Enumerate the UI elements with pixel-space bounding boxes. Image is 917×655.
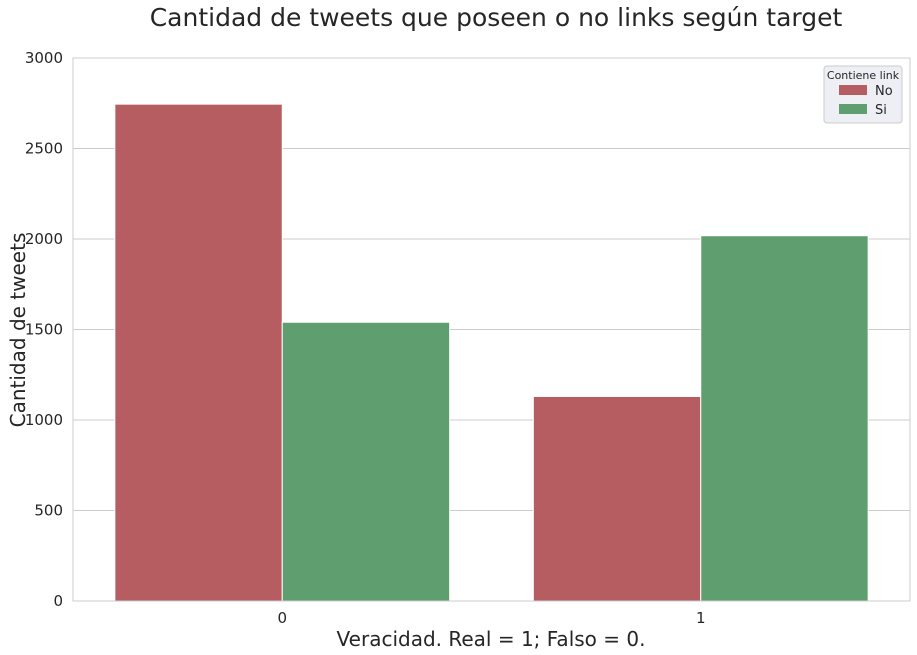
y-tick-label: 500 (34, 502, 63, 520)
legend-label-no: No (875, 84, 893, 99)
y-tick-label: 2500 (25, 140, 63, 158)
x-axis-label: Veracidad. Real = 1; Falso = 0. (337, 627, 646, 651)
x-tick-label: 0 (277, 609, 287, 627)
bar-si-0 (281, 321, 451, 602)
bar-no-1 (532, 395, 702, 602)
x-tick-label: 1 (696, 609, 706, 627)
y-tick-label: 3000 (25, 49, 63, 67)
y-tick-label: 1000 (25, 411, 63, 429)
bar-si-1 (700, 235, 869, 602)
y-tick-label: 1500 (25, 321, 63, 339)
legend: Contiene link No Si (823, 65, 903, 124)
plot-frame (72, 57, 911, 602)
y-tick-label: 2000 (25, 230, 63, 248)
legend-swatch-no (839, 85, 867, 95)
y-tick-label: 0 (53, 592, 63, 610)
legend-title: Contiene link (827, 69, 900, 82)
legend-swatch-si (839, 104, 867, 114)
bar-no-0 (114, 103, 283, 602)
y-tick-labels: 0 500 1000 1500 2000 2500 3000 (25, 49, 63, 610)
y-axis-label: Cantidad de tweets (6, 233, 30, 428)
chart-title: Cantidad de tweets que poseen o no links… (150, 3, 843, 32)
bars (114, 103, 869, 602)
legend-label-si: Si (875, 103, 887, 118)
